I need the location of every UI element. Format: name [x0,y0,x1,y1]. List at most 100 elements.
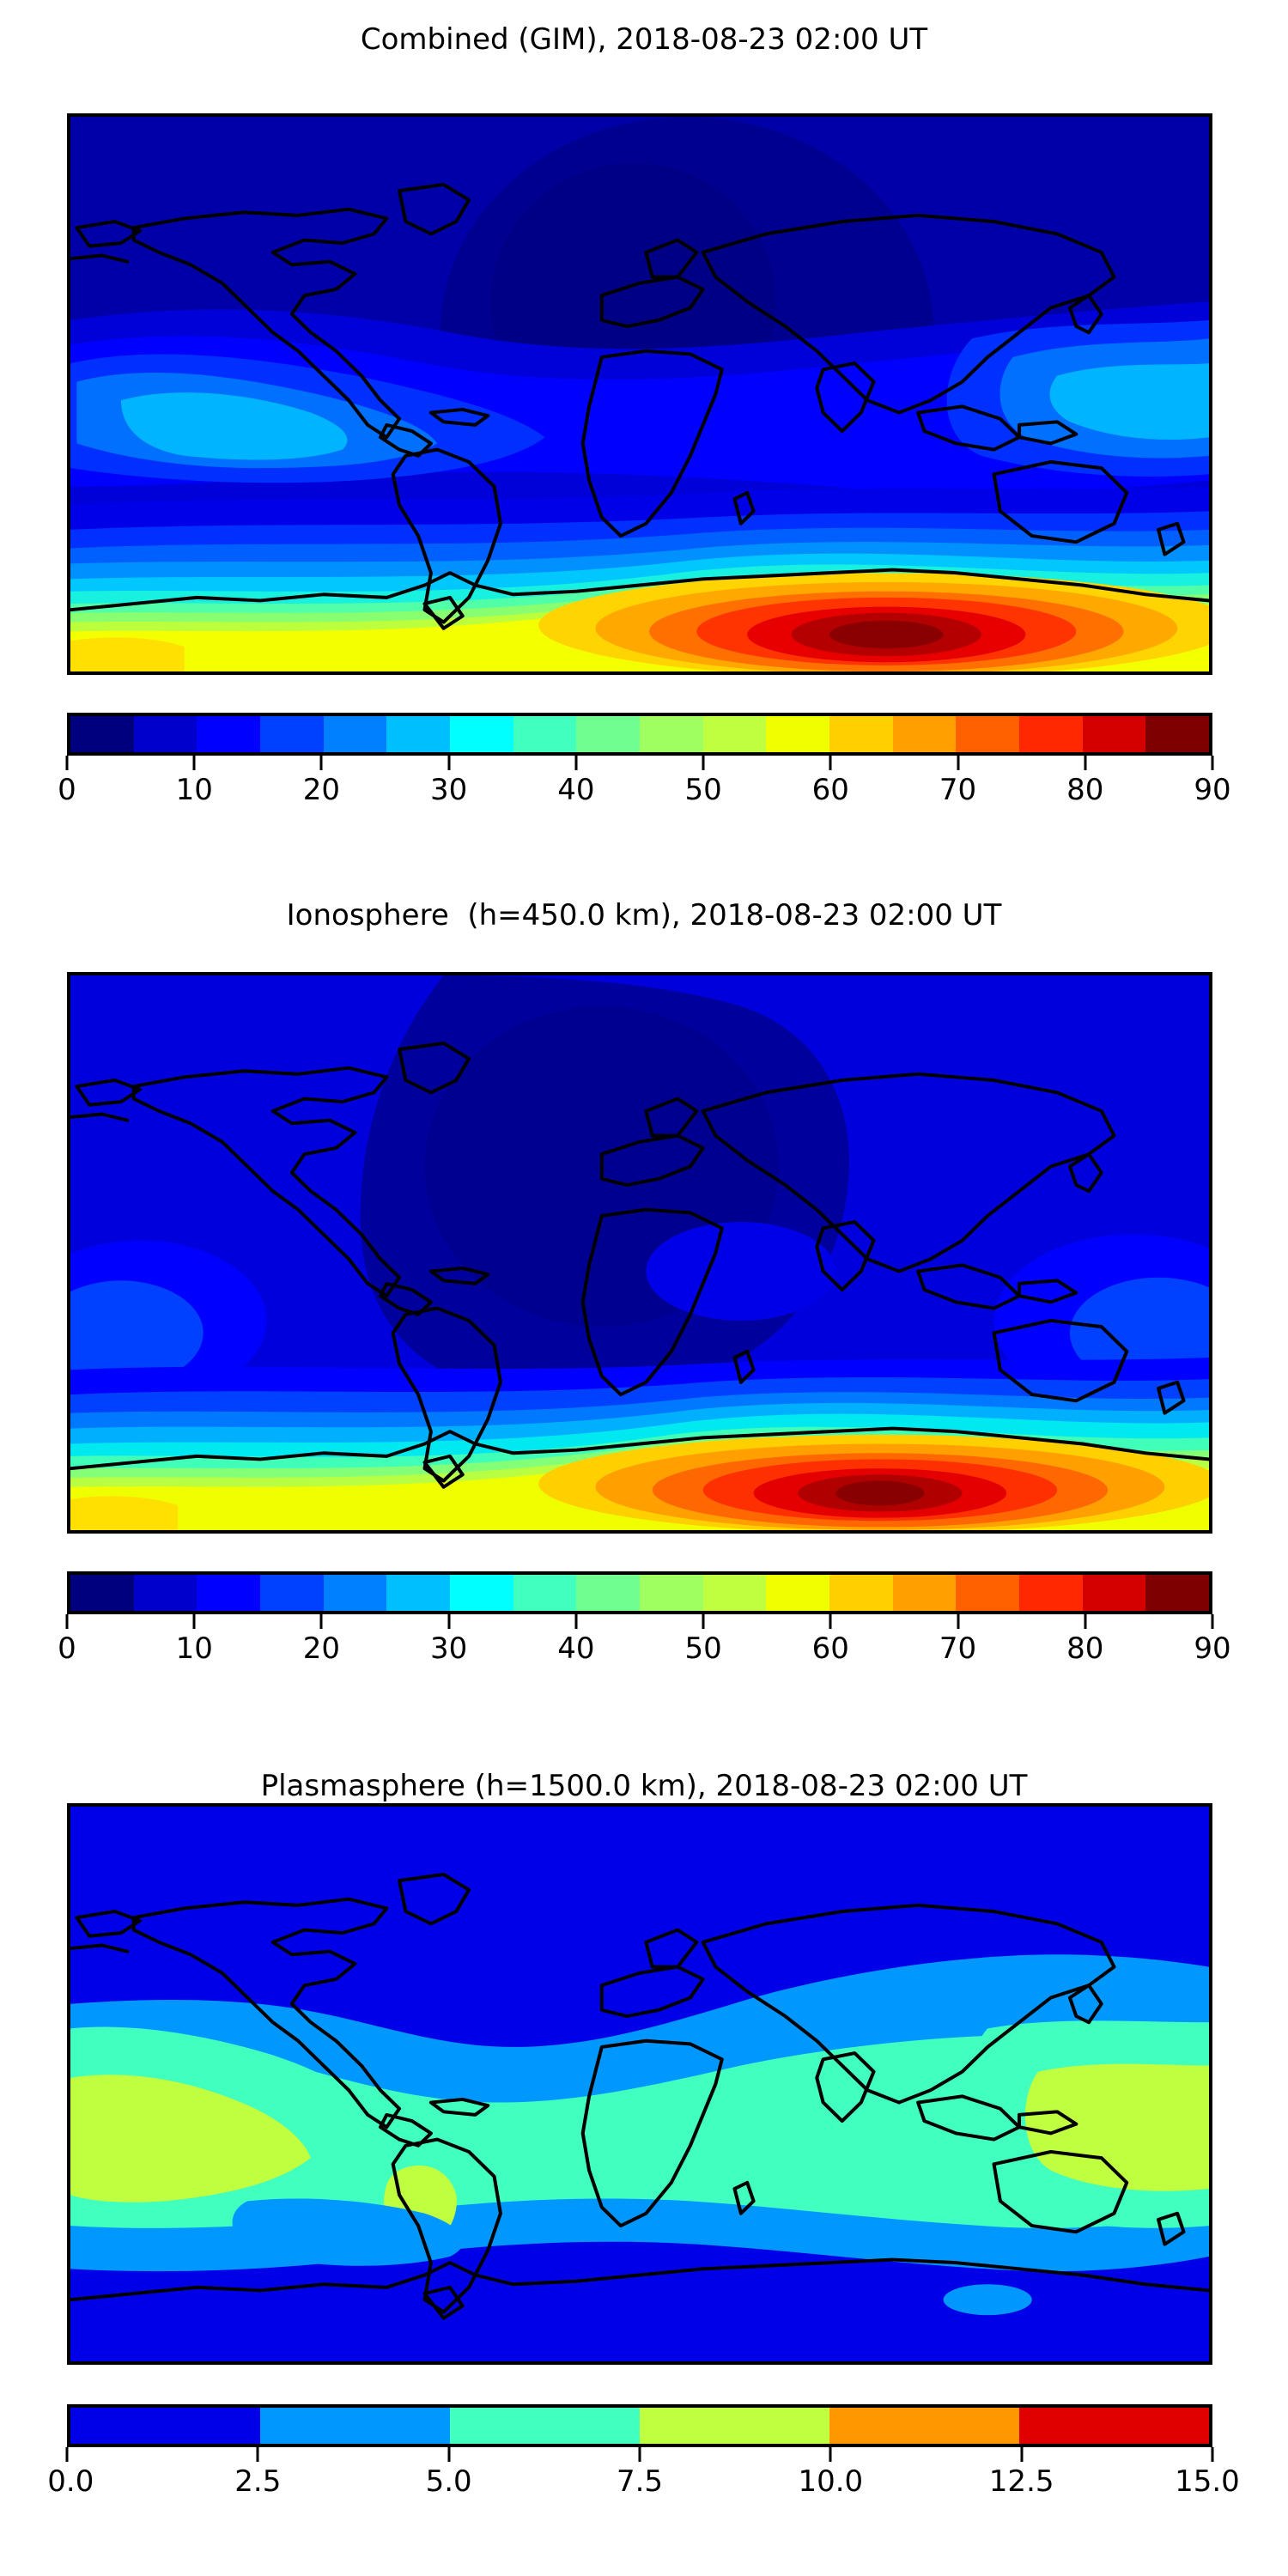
tick-mark [447,756,451,770]
map-ionosphere-canvas [70,975,1209,1530]
cbar-band [702,1575,767,1611]
tick-mark [702,756,705,770]
tick-mark [574,756,578,770]
tick-mark [1211,2447,1214,2462]
tick-label: 70 [939,1631,977,1666]
tick-mark [1084,1614,1087,1629]
cbar-band [513,716,577,752]
tick-label: 90 [1194,1631,1231,1666]
tick-mark [829,2447,832,2462]
tick-mark [829,1614,832,1629]
cbar-band [386,1575,451,1611]
colorbar-ticks-combined: 0 10 20 30 40 50 60 70 80 90 [58,756,1231,807]
cbar-band [892,1575,957,1611]
cbar-band [450,716,513,752]
panel-title-ionosphere: Ionosphere (h=450.0 km), 2018-08-23 02:0… [286,898,1002,933]
tick-mark [1084,756,1087,770]
cbar-band [1082,1575,1146,1611]
tick-label: 80 [1066,773,1104,807]
cbar-band [260,2408,450,2444]
colorbar-plasmasphere [67,2404,1212,2447]
cbar-band [829,2408,1019,2444]
colorbar-ticks-plasmasphere: 0.0 2.5 5.0 7.5 10.0 12.5 15.0 [47,2447,1240,2499]
cbar-band [766,1575,830,1611]
tick-mark [65,756,69,770]
tick-mark [447,1614,451,1629]
map-combined-canvas [70,117,1209,671]
tick-label: 10 [175,1631,213,1666]
colorbar-ionosphere [67,1571,1212,1614]
cbar-band [640,716,703,752]
map-ionosphere [67,972,1212,1534]
panel-title-combined: Combined (GIM), 2018-08-23 02:00 UT [360,22,928,57]
cbar-band [323,716,387,752]
tick-label: 60 [811,1631,849,1666]
tick-mark [65,1614,69,1629]
tick-mark [574,1614,578,1629]
cbar-band [133,1575,197,1611]
cbar-band [260,1575,324,1611]
tick-label: 2.5 [234,2464,282,2499]
panel-title-plasmasphere: Plasmasphere (h=1500.0 km), 2018-08-23 0… [260,1769,1028,1803]
cbar-band [513,1575,577,1611]
cbar-band [260,716,324,752]
cbar-band [766,716,830,752]
tick-mark [829,756,832,770]
cbar-band [892,716,957,752]
tick-mark [957,1614,960,1629]
tick-mark [957,756,960,770]
cbar-band [450,2408,640,2444]
cbar-band [1019,716,1083,752]
tick-label: 50 [684,773,722,807]
cbar-band [640,1575,703,1611]
tick-label: 20 [302,1631,341,1666]
cbar-band [576,1575,641,1611]
tick-mark [1020,2447,1024,2462]
tick-label: 20 [302,773,341,807]
tick-mark [256,2447,259,2462]
tick-mark [192,1614,196,1629]
tick-label: 0 [58,773,76,807]
cbar-band [576,716,641,752]
cbar-band [956,1575,1020,1611]
tick-label: 70 [939,773,977,807]
colorbar-combined [67,713,1212,756]
cbar-band [956,716,1020,752]
cbar-band [450,1575,513,1611]
tick-label: 15.0 [1175,2464,1240,2499]
cbar-band [197,1575,261,1611]
map-combined [67,113,1212,675]
tick-label: 60 [811,773,849,807]
cbar-band [70,716,134,752]
panel-ionosphere: Ionosphere (h=450.0 km), 2018-08-23 02:0… [0,876,1288,1752]
cbar-band [386,716,451,752]
tick-label: 0.0 [47,2464,94,2499]
tick-label: 30 [430,1631,468,1666]
cbar-band [133,716,197,752]
colorbar-ticks-ionosphere: 0 10 20 30 40 50 60 70 80 90 [58,1614,1231,1666]
tick-mark [638,2447,641,2462]
tick-mark [447,2447,451,2462]
cbar-band [829,716,893,752]
tick-label: 40 [557,1631,595,1666]
tick-mark [192,756,196,770]
cbar-band [1082,716,1146,752]
tick-mark [319,1614,323,1629]
tick-mark [65,2447,69,2462]
tick-mark [1211,756,1214,770]
cbar-band [1019,2408,1209,2444]
cbar-band [640,2408,829,2444]
tick-label: 5.0 [425,2464,472,2499]
cbar-band [70,2408,260,2444]
cbar-band [1145,716,1209,752]
cbar-band [197,716,261,752]
cbar-band [1019,1575,1083,1611]
tick-label: 10.0 [798,2464,864,2499]
tick-mark [1211,1614,1214,1629]
tick-label: 90 [1194,773,1231,807]
tick-mark [319,756,323,770]
cbar-band [1145,1575,1209,1611]
tick-label: 7.5 [616,2464,664,2499]
cbar-band [702,716,767,752]
